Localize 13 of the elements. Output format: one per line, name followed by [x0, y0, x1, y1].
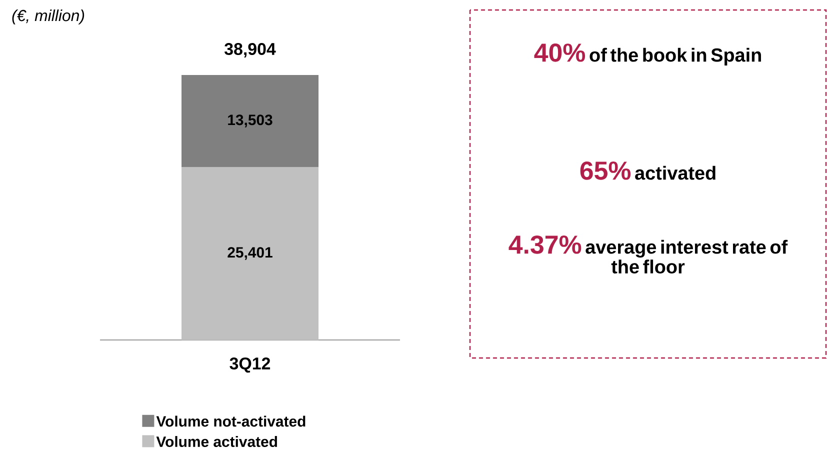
x-tick-label: 3Q12	[230, 358, 270, 373]
data-label: 25,401	[228, 247, 272, 260]
legend-label: Volume not-activated	[156, 416, 306, 427]
legend-label: Volume activated	[156, 436, 277, 447]
text: 4.37%	[508, 236, 582, 254]
data-label: 13,503	[228, 114, 272, 128]
total-label: 38,904	[224, 43, 276, 58]
text: average interest rate of the floor	[586, 240, 788, 274]
text: of the book in Spain	[590, 48, 761, 66]
text: 40%	[534, 44, 586, 62]
text: (€, million)	[12, 10, 84, 24]
text: activated	[635, 166, 716, 180]
text: 65%	[580, 162, 631, 180]
